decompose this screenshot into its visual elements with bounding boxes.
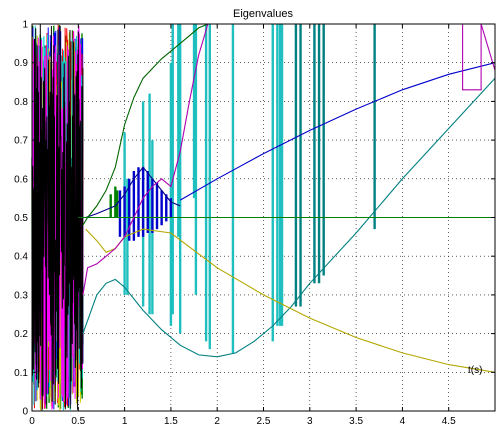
x-tick-label-1: 0.5 xyxy=(71,416,85,427)
y-tick-label-8: 0.8 xyxy=(14,97,28,108)
x-tick-label-9: 4.5 xyxy=(442,416,456,427)
y-tick-label-6: 0.6 xyxy=(14,174,28,185)
x-tick-label-7: 3.5 xyxy=(349,416,363,427)
y-tick-label-2: 0.2 xyxy=(14,329,28,340)
y-tick-label-7: 0.7 xyxy=(14,136,28,147)
x-axis-label: t(s) xyxy=(468,365,482,376)
chart-title: Eigenvalues xyxy=(233,8,293,20)
y-tick-label-5: 0.5 xyxy=(14,213,28,224)
y-tick-label-4: 0.4 xyxy=(14,252,28,263)
y-tick-label-3: 0.3 xyxy=(14,290,28,301)
noise-band xyxy=(32,24,83,410)
x-tick-label-8: 4 xyxy=(400,416,406,427)
y-tick-label-9: 0.9 xyxy=(14,58,28,69)
x-tick-label-0: 0 xyxy=(29,416,35,427)
x-tick-label-5: 2.5 xyxy=(257,416,271,427)
y-tick-label-10: 1 xyxy=(22,20,28,31)
x-tick-label-3: 1.5 xyxy=(164,416,178,427)
x-tick-label-4: 2 xyxy=(214,416,220,427)
y-tick-label-1: 0.1 xyxy=(14,368,28,379)
x-tick-label-6: 3 xyxy=(307,416,313,427)
x-tick-label-2: 1 xyxy=(122,416,128,427)
y-tick-label-0: 0 xyxy=(22,407,28,418)
